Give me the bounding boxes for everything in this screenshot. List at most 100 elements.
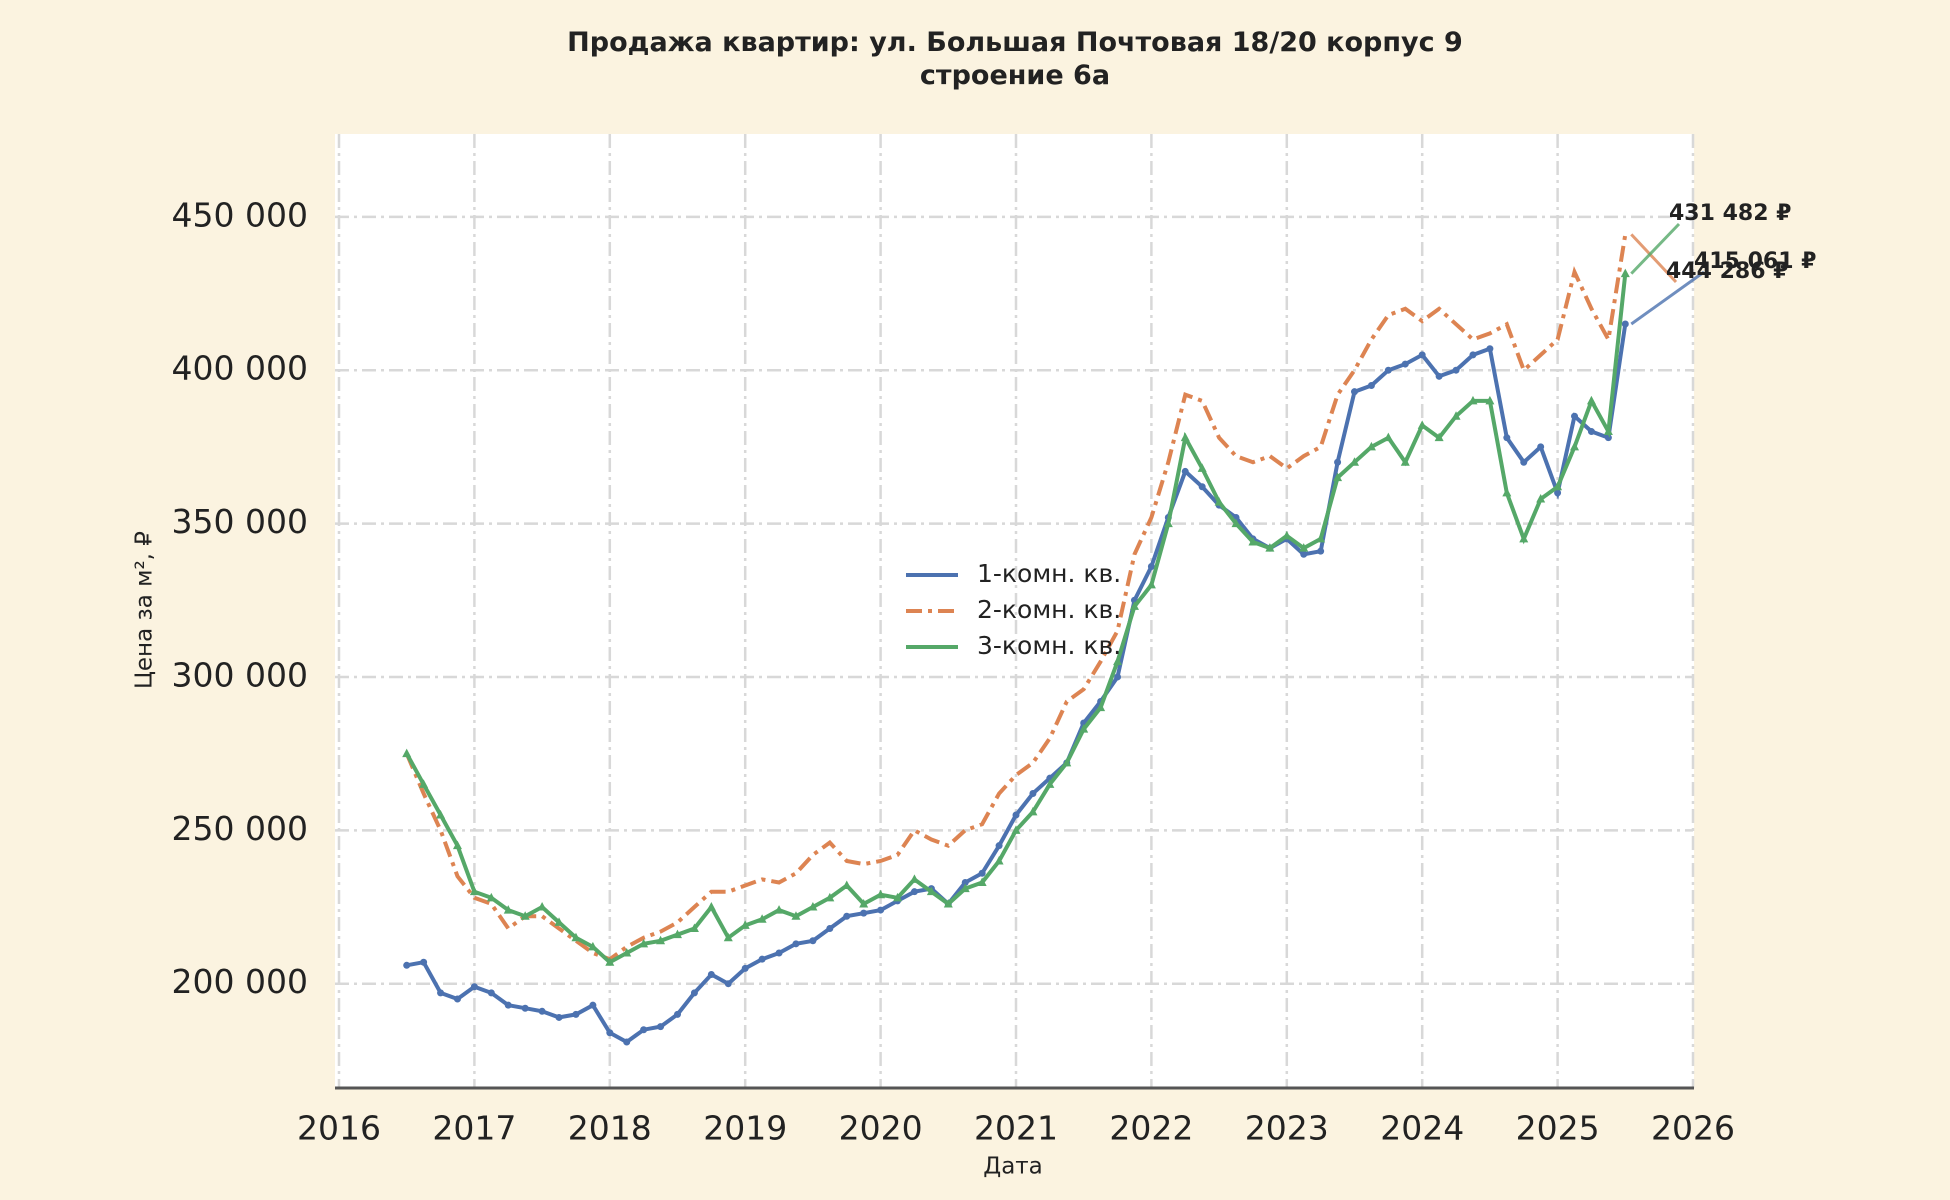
point [1045,779,1055,788]
point [622,948,632,957]
point [1604,434,1612,442]
point [1520,458,1528,466]
point [775,949,783,957]
point [656,935,666,945]
point [860,909,868,917]
point [1012,811,1020,819]
point [537,902,547,911]
point [910,888,918,896]
point [843,912,851,920]
point [503,905,513,914]
point [1503,434,1511,442]
point [1400,457,1410,466]
point [419,779,429,788]
x-tick-label: 2017 [432,1109,516,1148]
point [538,1007,546,1015]
point [403,961,411,969]
point [1469,351,1477,359]
point [571,932,581,942]
point [978,869,986,877]
annotation-arrow [1630,233,1678,284]
y-tick-label: 450 000 [172,195,308,234]
point [1265,543,1275,552]
point [623,1038,631,1046]
point [420,958,428,966]
y-tick-label: 400 000 [172,349,308,388]
point [639,938,649,948]
point [1299,543,1309,552]
point [1502,487,1512,497]
point [1248,536,1258,546]
x-tick-label: 2021 [974,1109,1058,1148]
point [926,886,936,896]
point [774,905,784,914]
point [1300,550,1308,558]
y-tick-label: 300 000 [172,655,308,694]
annotation: 444 286 ₽ [1666,259,1788,284]
point [723,932,733,942]
point [1146,579,1156,589]
point [690,989,698,997]
y-tick-label: 250 000 [172,809,308,848]
x-axis-label: Дата [983,1154,1043,1180]
point [1401,360,1409,368]
point [1486,345,1494,353]
point [1114,673,1122,681]
legend-label: 3-комн. кв. [977,631,1121,660]
point [1062,757,1072,767]
point [1351,388,1358,396]
point [1519,533,1529,543]
y-tick-label: 200 000 [172,962,308,1001]
point [724,980,732,988]
point [1029,790,1037,798]
point [1129,601,1139,610]
x-tick-label: 2022 [1109,1109,1193,1148]
point [706,902,716,911]
y-axis-label: Цена за м², ₽ [132,531,158,689]
point [1570,441,1580,451]
chart-title: Продажа квартир: ул. Большая Почтовая 18… [567,27,1463,91]
point [1282,530,1292,540]
point [589,1001,597,1009]
point [606,1029,614,1037]
point [1383,432,1393,442]
point [554,917,564,926]
point [1028,806,1038,816]
point [826,924,834,932]
point [961,878,969,886]
point [977,877,987,886]
x-tick-label: 2016 [297,1109,381,1148]
point [707,971,715,979]
point [673,929,682,939]
point [1485,395,1495,405]
point [1587,428,1595,436]
point [486,892,496,902]
point [1198,483,1206,491]
point [674,1010,681,1018]
point [1163,518,1173,528]
point [437,989,445,997]
point [605,957,615,966]
legend-label: 2-комн. кв. [977,595,1121,624]
x-tick-label: 2018 [568,1109,652,1148]
point [1620,268,1630,278]
point [1384,366,1392,374]
y-tick-label: 350 000 [172,502,308,541]
point [1553,481,1563,491]
x-tick-label: 2019 [703,1109,787,1148]
point [1317,547,1325,555]
point [893,892,903,902]
point [555,1013,563,1021]
point [1147,563,1155,571]
x-tick-label: 2025 [1516,1109,1600,1148]
annotation-arrow [1630,270,1705,326]
point [521,1004,529,1012]
point [1417,420,1427,429]
point [791,911,801,920]
point [1537,443,1545,451]
point [1334,458,1342,466]
point [1366,441,1376,451]
point [995,842,1003,850]
point [1350,457,1359,466]
